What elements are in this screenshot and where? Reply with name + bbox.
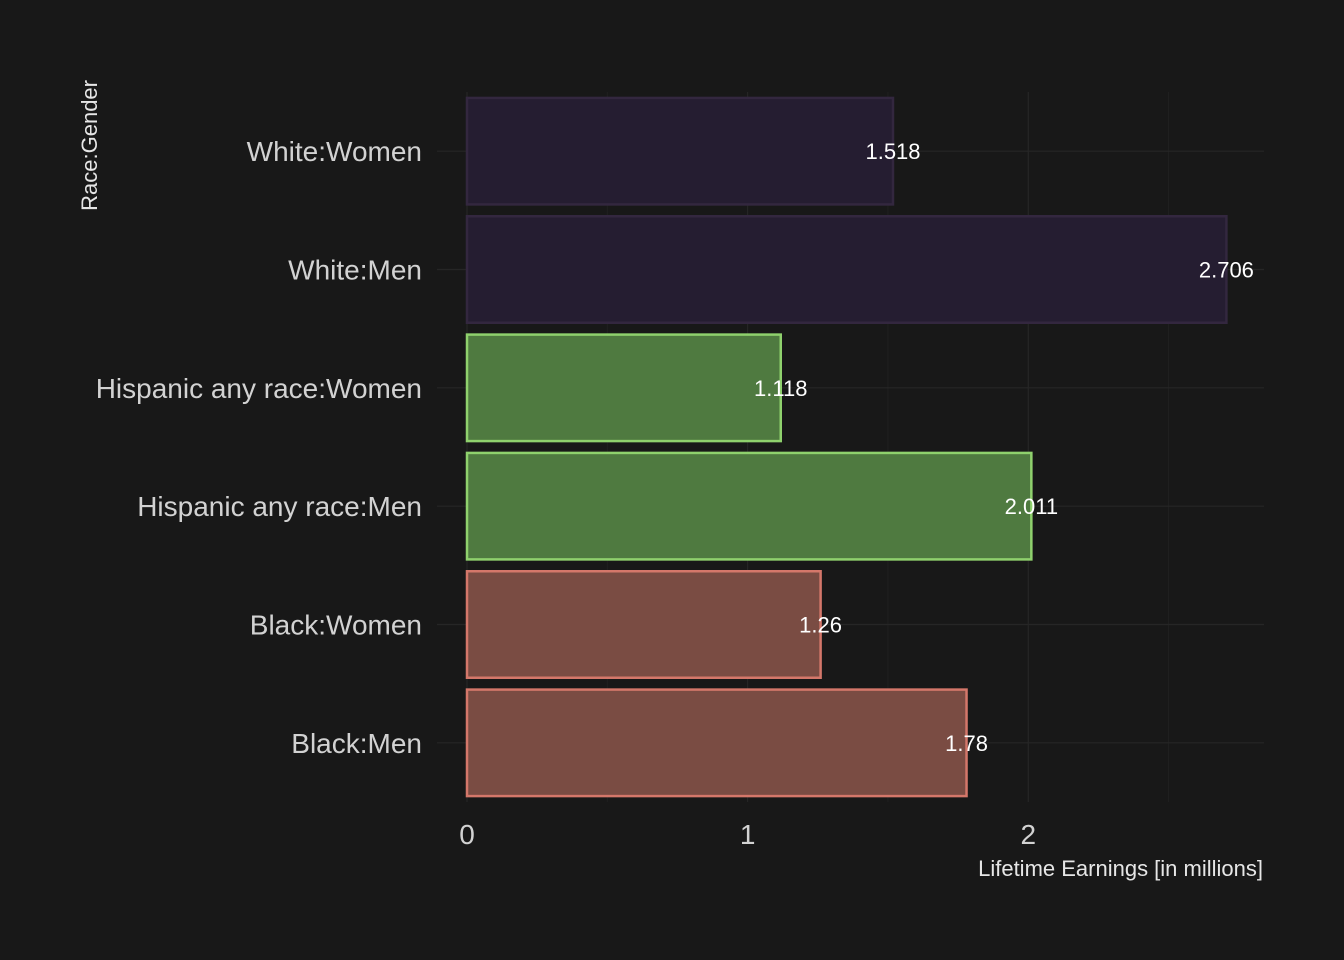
x-tick-label: 0 <box>459 819 475 850</box>
y-tick-label: Black:Women <box>250 610 422 641</box>
x-axis-title: Lifetime Earnings [in millions] <box>978 856 1263 881</box>
y-tick-label: White:Women <box>247 136 422 167</box>
bar <box>465 333 782 443</box>
bars-layer <box>465 96 1228 798</box>
data-label: 2.011 <box>1005 494 1058 519</box>
labels-layer: 1.78 1.26 2.011 1.118 2.706 1.518 <box>754 139 1254 756</box>
axis-layer: Lifetime Earnings [in millions] Race:Gen… <box>77 80 1263 881</box>
x-tick-label: 2 <box>1020 819 1036 850</box>
bar <box>465 96 895 206</box>
data-label: 2.706 <box>1199 258 1254 283</box>
bar <box>465 215 1228 324</box>
bar <box>465 570 822 679</box>
bar <box>465 451 1033 561</box>
data-label: 1.518 <box>865 139 920 164</box>
y-tick-label: Hispanic any race:Women <box>96 373 422 404</box>
bar <box>465 688 968 798</box>
x-tick-label: 1 <box>740 819 756 850</box>
data-label: 1.78 <box>945 731 988 756</box>
y-tick-label: White:Men <box>288 255 422 286</box>
data-label: 1.26 <box>799 613 842 638</box>
data-label: 1.118 <box>754 376 807 401</box>
y-tick-label: Hispanic any race:Men <box>137 491 422 522</box>
y-tick-label: Black:Men <box>291 728 422 759</box>
y-axis-title: Race:Gender <box>77 80 102 211</box>
